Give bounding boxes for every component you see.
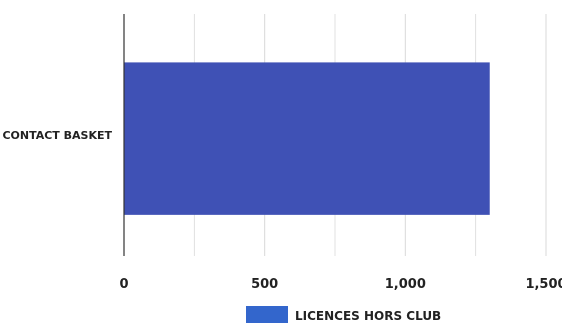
- legend: LICENCES HORS CLUB: [246, 306, 441, 323]
- legend-label: LICENCES HORS CLUB: [295, 309, 441, 323]
- bars: [124, 62, 490, 215]
- x-tick-label: 500: [251, 277, 278, 292]
- category-label: CONTACT BASKET: [2, 129, 112, 142]
- bar: [124, 62, 490, 215]
- x-tick-label: 0: [119, 277, 128, 292]
- y-axis-category-labels: CONTACT BASKET: [2, 129, 112, 142]
- x-axis-tick-labels: 0 500 1,000 1,500: [119, 277, 562, 292]
- x-tick-label: 1,500: [525, 277, 562, 292]
- x-tick-label: 1,000: [385, 277, 426, 292]
- legend-swatch: [246, 306, 288, 323]
